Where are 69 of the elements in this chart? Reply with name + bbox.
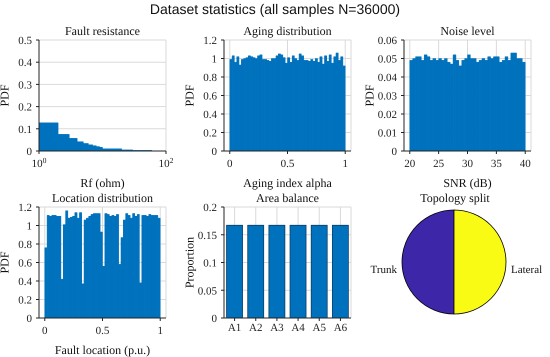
x-tick-label: 25 xyxy=(433,158,445,170)
y-tick-label: 0.6 xyxy=(18,258,32,270)
y-tick-label: 0.8 xyxy=(203,72,218,84)
x-tick-label: 1 xyxy=(157,325,163,337)
y-tick-label: 0.4 xyxy=(18,276,32,288)
y-tick-label: 1 xyxy=(26,220,32,232)
slice-label: Trunk xyxy=(370,264,398,276)
x-axis-title: Fault location (p.u.) xyxy=(54,343,150,357)
x-tick-label: 10$^{0}$ xyxy=(32,156,47,170)
y-tick-label: 0 xyxy=(212,313,218,325)
x-tick-label: A3 xyxy=(270,322,284,334)
x-axis-title: Aging index alpha xyxy=(243,176,332,190)
x-axis-title: SNR (dB) xyxy=(443,176,492,190)
y-axis-title: PDF xyxy=(0,84,12,107)
chart-title: Noise level xyxy=(439,24,496,39)
y-axis-title: Proportion xyxy=(182,236,196,288)
y-tick-label: 0.2 xyxy=(18,102,32,114)
y-tick-label: 0.4 xyxy=(203,109,218,121)
x-tick-label: 0 xyxy=(227,158,234,170)
y-tick-label: 0.2 xyxy=(18,294,32,306)
y-tick-label: 0.4 xyxy=(18,57,32,70)
y-axis-title: PDF xyxy=(182,84,196,107)
x-tick-label: 40 xyxy=(520,158,532,170)
y-tick-label: 0.1 xyxy=(18,124,32,136)
y-tick-label: 1 xyxy=(212,54,217,66)
y-tick-label: 0.3 xyxy=(18,79,32,92)
y-tick-label: 1.2 xyxy=(203,35,217,47)
y-tick-label: 0.5 xyxy=(18,35,32,47)
y-tick-label: 0.1 xyxy=(203,258,217,270)
y-tick-label: 0.02 xyxy=(378,109,397,121)
chart-title: Fault resistance xyxy=(64,24,141,39)
x-tick-label: 35 xyxy=(490,158,502,170)
x-tick-label: A2 xyxy=(249,322,262,334)
y-tick-label: 0.01 xyxy=(378,128,397,140)
y-tick-label: 0.8 xyxy=(18,239,32,251)
x-tick-label: 10$^{2}$ xyxy=(158,156,174,170)
y-tick-label: 0 xyxy=(392,146,398,158)
text: Dataset statistics (all samples N=36000) xyxy=(148,1,402,17)
y-tick-label: 1.2 xyxy=(18,202,32,214)
chart-title: Topology split xyxy=(419,191,491,206)
x-tick-label: 20 xyxy=(404,158,416,170)
y-tick-label: 0.15 xyxy=(198,230,218,242)
x-tick-label: A5 xyxy=(312,322,326,334)
x-axis-title: Rf (ohm) xyxy=(80,176,125,190)
chart-title: Area balance xyxy=(255,191,320,206)
y-tick-label: 0.06 xyxy=(378,35,398,47)
chart-title: Aging distribution xyxy=(242,24,333,39)
y-tick-label: 0 xyxy=(26,313,32,325)
y-tick-label: 0.03 xyxy=(378,90,398,102)
y-axis-title: PDF xyxy=(0,251,12,274)
x-tick-label: 0 xyxy=(42,325,48,337)
y-axis-title: PDF xyxy=(362,84,376,107)
y-tick-label: 0.05 xyxy=(378,54,398,66)
x-tick-label: 0.5 xyxy=(96,325,110,337)
y-tick-label: 0.6 xyxy=(203,90,218,102)
y-tick-label: 0 xyxy=(212,146,218,158)
slice-label: Lateral xyxy=(511,264,542,276)
y-tick-label: 0.04 xyxy=(378,72,398,84)
x-tick-label: A6 xyxy=(334,322,348,334)
x-tick-label: 0.5 xyxy=(280,158,295,170)
y-tick-label: 0.2 xyxy=(203,202,217,214)
x-tick-label: A4 xyxy=(291,322,306,334)
y-tick-label: 0.2 xyxy=(203,128,217,140)
y-tick-label: 0.05 xyxy=(198,285,218,298)
x-tick-label: 1 xyxy=(342,158,348,170)
x-tick-label: 30 xyxy=(462,158,474,170)
y-tick-label: 0 xyxy=(26,146,32,158)
chart-title: Location distribution xyxy=(51,191,154,206)
x-tick-label: A1 xyxy=(228,322,242,334)
